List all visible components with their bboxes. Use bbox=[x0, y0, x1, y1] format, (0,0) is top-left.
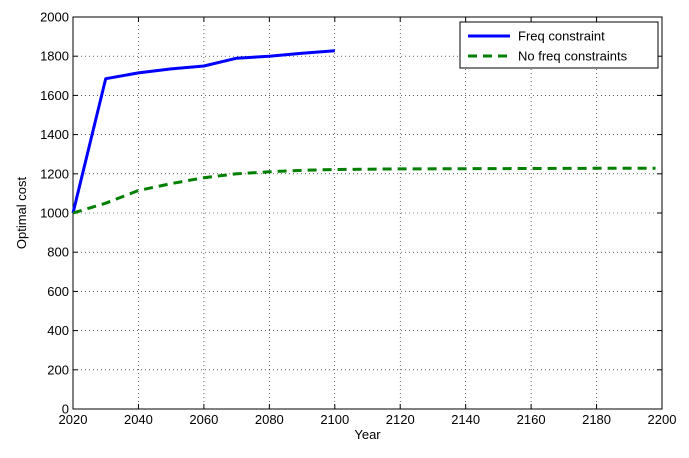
y-tick-label: 1800 bbox=[40, 49, 69, 64]
series-line-no-freq-constraints bbox=[72, 166, 656, 215]
y-tick-label: 1200 bbox=[40, 166, 69, 181]
y-tick-label: 200 bbox=[47, 362, 69, 377]
y-tick-label: 0 bbox=[62, 402, 69, 417]
x-tick-label: 2120 bbox=[386, 412, 415, 427]
axis-ticks: 2020 2040 2060 2080 2100 2120 2140 2160 2180 2200… bbox=[40, 10, 676, 428]
x-tick-label: 2040 bbox=[124, 412, 153, 427]
y-tick-label: 2000 bbox=[40, 10, 69, 25]
y-tick-label: 1600 bbox=[40, 88, 69, 103]
grid bbox=[73, 17, 662, 409]
series-line-freq-constraint bbox=[71, 49, 335, 214]
x-tick-label: 2160 bbox=[517, 412, 546, 427]
x-tick-label: 2080 bbox=[255, 412, 284, 427]
legend: Freq constraint No freq constraints bbox=[459, 21, 659, 69]
series-group bbox=[71, 49, 656, 215]
legend-box bbox=[459, 21, 659, 69]
x-tick-label: 2180 bbox=[582, 412, 611, 427]
x-tick-label: 2020 bbox=[59, 412, 88, 427]
legend-label-freq-constraint: Freq constraint bbox=[518, 29, 605, 44]
x-tick-label: 2100 bbox=[320, 412, 349, 427]
x-tick-label: 2060 bbox=[189, 412, 218, 427]
legend-label-no-freq-constraints: No freq constraints bbox=[518, 49, 628, 64]
y-axis-label: Optimal cost bbox=[14, 176, 29, 249]
y-tick-label: 800 bbox=[47, 245, 69, 260]
y-tick-label: 1400 bbox=[40, 127, 69, 142]
y-tick-label: 400 bbox=[47, 323, 69, 338]
x-tick-label: 2140 bbox=[451, 412, 480, 427]
y-tick-label: 1000 bbox=[40, 206, 69, 221]
x-tick-label: 2200 bbox=[648, 412, 677, 427]
y-tick-label: 600 bbox=[47, 284, 69, 299]
x-axis-label: Year bbox=[354, 427, 381, 442]
